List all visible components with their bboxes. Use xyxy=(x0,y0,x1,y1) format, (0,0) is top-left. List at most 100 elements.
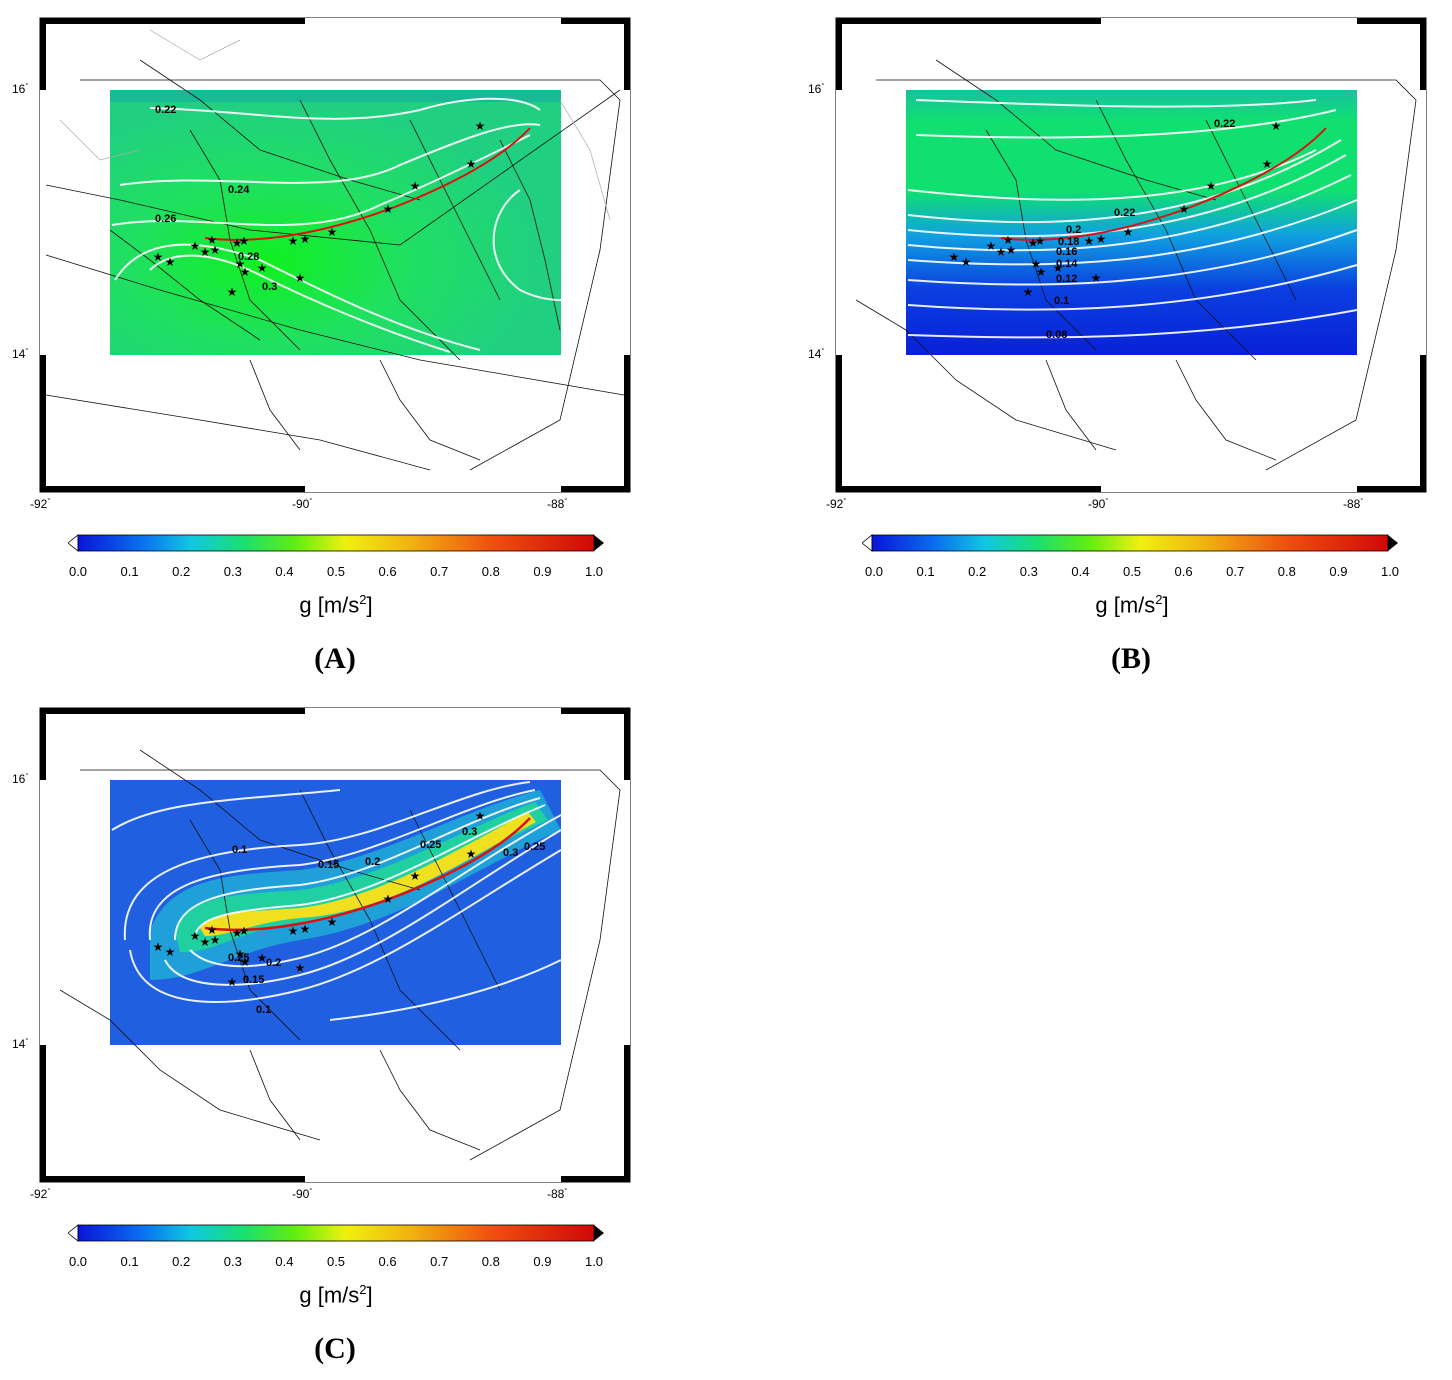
colorbar-tick: 0.3 xyxy=(223,1254,242,1269)
colorbar-title: g [m/s2] xyxy=(1095,592,1169,618)
epicenter-markers: ★ ★ ★ ★ ★ ★ ★ ★ ★ ★ ★ ★ ★ ★ ★ ★ ★ ★ ★ ★ xyxy=(153,119,486,299)
star-icon: ★ xyxy=(327,225,338,239)
admin-borders xyxy=(59,749,621,1161)
star-icon: ★ xyxy=(240,265,251,279)
panel-a: ★ ★ ★ ★ ★ ★ ★ ★ ★ ★ ★ ★ ★ ★ ★ ★ ★ ★ ★ ★ … xyxy=(0,0,660,690)
colorbar-tick: 1.0 xyxy=(584,1254,604,1269)
star-icon: ★ xyxy=(383,202,394,216)
colorbar-tick: 0.8 xyxy=(1277,564,1296,579)
star-icon: ★ xyxy=(232,926,243,940)
admin-borders xyxy=(45,59,625,471)
contour-label: 0.25 xyxy=(228,952,249,964)
colorbar-tick: 0.4 xyxy=(275,1254,294,1269)
colorbar-tick: 0.5 xyxy=(1122,564,1142,579)
star-icon: ★ xyxy=(227,975,238,989)
contour-label: 0.12 xyxy=(1056,273,1077,285)
lat-tick: 16° xyxy=(808,82,825,96)
contour-label: 0.15 xyxy=(318,859,339,871)
panel-label: (A) xyxy=(314,642,356,675)
star-icon: ★ xyxy=(1053,261,1064,275)
colorbar-tick: 1.0 xyxy=(1380,564,1400,579)
star-icon: ★ xyxy=(1179,202,1190,216)
star-icon: ★ xyxy=(295,271,306,285)
colorbar xyxy=(67,1223,608,1243)
star-icon: ★ xyxy=(1206,179,1217,193)
colorbar-tick: 0.9 xyxy=(533,564,552,579)
colorbar-tick: 0.9 xyxy=(1329,564,1348,579)
lon-tick: -92° xyxy=(30,1187,51,1201)
contour-label: 0.26 xyxy=(155,213,176,225)
contour-label-group: 0.1 0.15 0.2 0.25 0.3 0.3 0.25 0.25 0.2 … xyxy=(228,826,545,1016)
colorbar-tick: 1.0 xyxy=(584,564,604,579)
star-icon: ★ xyxy=(207,233,218,247)
contour-label: 0.2 xyxy=(266,957,281,969)
contour-label: 0.22 xyxy=(1114,207,1135,219)
lon-tick: -88° xyxy=(547,1187,568,1201)
star-icon: ★ xyxy=(475,119,486,133)
hazard-grid xyxy=(906,90,1357,355)
contour-label-group: 0.22 0.24 0.26 0.28 0.3 xyxy=(155,104,277,293)
colorbar-tick: 0.3 xyxy=(223,564,242,579)
star-icon: ★ xyxy=(1028,236,1039,250)
star-icon: ★ xyxy=(1003,233,1014,247)
contour-label: 0.3 xyxy=(262,281,277,293)
star-icon: ★ xyxy=(200,935,211,949)
map-c: ★ ★ ★ ★ ★ ★ ★ ★ ★ ★ ★ ★ ★ ★ ★ ★ ★ ★ ★ ★ … xyxy=(39,707,631,1183)
colorbar-tick: 0.2 xyxy=(172,564,191,579)
star-icon: ★ xyxy=(190,929,201,943)
star-icon: ★ xyxy=(235,257,246,271)
colorbar-tick: 0.9 xyxy=(533,1254,552,1269)
star-icon: ★ xyxy=(257,951,268,965)
contour-label: 0.2 xyxy=(365,856,380,868)
star-icon: ★ xyxy=(288,924,299,938)
star-icon: ★ xyxy=(1096,232,1107,246)
colorbar-tick: 0.1 xyxy=(120,1254,139,1269)
contour-label-group: 0.22 0.22 0.2 0.18 0.16 0.14 0.12 0.1 0.… xyxy=(1046,118,1235,341)
star-icon: ★ xyxy=(949,250,960,264)
star-icon: ★ xyxy=(239,924,250,938)
colorbar-tick: 0.5 xyxy=(326,1254,346,1269)
fault-trace xyxy=(204,817,531,932)
panel-label: (B) xyxy=(1111,642,1151,675)
contour-label: 0.25 xyxy=(524,841,545,853)
colorbar-tick: 0.2 xyxy=(968,564,987,579)
colorbar-tick: 0.3 xyxy=(1019,564,1038,579)
star-icon: ★ xyxy=(239,234,250,248)
contour-label: 0.1 xyxy=(1054,295,1069,307)
contour-label: 0.16 xyxy=(1056,246,1077,258)
star-icon: ★ xyxy=(327,915,338,929)
star-icon: ★ xyxy=(475,809,486,823)
contour-label: 0.18 xyxy=(1058,236,1079,248)
star-icon: ★ xyxy=(1091,271,1102,285)
contour-label: 0.14 xyxy=(1056,258,1078,270)
star-icon: ★ xyxy=(1036,265,1047,279)
contour-label: 0.22 xyxy=(1214,118,1235,130)
lat-tick: 16° xyxy=(12,82,29,96)
contour-label: 0.22 xyxy=(155,104,176,116)
lat-tick: 14° xyxy=(12,347,29,361)
map-a: ★ ★ ★ ★ ★ ★ ★ ★ ★ ★ ★ ★ ★ ★ ★ ★ ★ ★ ★ ★ … xyxy=(39,17,631,493)
colorbar-tick: 0.0 xyxy=(68,564,88,579)
colorbar-tick: 0.7 xyxy=(1226,564,1245,579)
star-icon: ★ xyxy=(1084,234,1095,248)
star-icon: ★ xyxy=(288,234,299,248)
colorbar-tick: 0.0 xyxy=(68,1254,88,1269)
contour-label: 0.25 xyxy=(420,839,441,851)
lat-tick: 14° xyxy=(808,347,825,361)
star-icon: ★ xyxy=(1006,243,1017,257)
colorbar-tick: 0.0 xyxy=(864,564,884,579)
star-icon: ★ xyxy=(165,945,176,959)
contour-lines xyxy=(111,781,562,1021)
star-icon: ★ xyxy=(232,236,243,250)
lon-tick: -90° xyxy=(1088,497,1109,511)
contour-label: 0.28 xyxy=(238,251,259,263)
colorbar-tick: 0.5 xyxy=(326,564,346,579)
lat-tick: 16° xyxy=(12,772,29,786)
star-icon: ★ xyxy=(235,947,246,961)
colorbar xyxy=(67,533,608,553)
star-icon: ★ xyxy=(961,255,972,269)
map-b: ★ ★ ★ ★ ★ ★ ★ ★ ★ ★ ★ ★ ★ ★ ★ ★ ★ ★ ★ ★ … xyxy=(835,17,1427,493)
star-icon: ★ xyxy=(410,179,421,193)
colorbar-tick: 0.8 xyxy=(481,564,500,579)
star-icon: ★ xyxy=(1123,225,1134,239)
